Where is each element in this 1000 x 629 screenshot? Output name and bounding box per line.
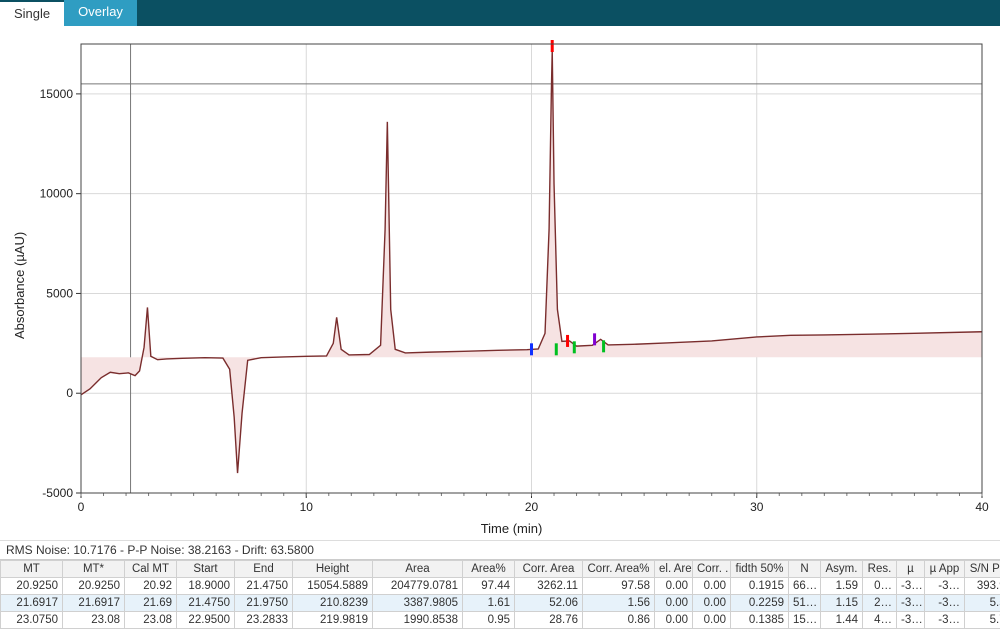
table-cell: 0.00 xyxy=(655,595,693,612)
table-cell: 22.9500 xyxy=(177,612,235,629)
col-header[interactable]: el. Are xyxy=(655,561,693,578)
table-cell: 20.9250 xyxy=(1,578,63,595)
table-cell: 21.69 xyxy=(125,595,177,612)
svg-text:20: 20 xyxy=(525,500,539,514)
table-cell: 393.93 xyxy=(965,578,1000,595)
table-cell: 23.0750 xyxy=(1,612,63,629)
table-cell: 21.4750 xyxy=(177,595,235,612)
y-axis-label: Absorbance (µAU) xyxy=(8,34,31,536)
table-cell: 1.15 xyxy=(821,595,863,612)
col-header[interactable]: End xyxy=(235,561,293,578)
col-header[interactable]: Start xyxy=(177,561,235,578)
svg-text:0: 0 xyxy=(66,386,73,400)
svg-text:5000: 5000 xyxy=(46,286,73,300)
table-cell: -3… xyxy=(897,612,925,629)
svg-text:10: 10 xyxy=(300,500,314,514)
table-cell: 21.6917 xyxy=(1,595,63,612)
peak-table[interactable]: MTMT*Cal MTStartEndHeightAreaArea%Corr. … xyxy=(0,559,1000,629)
col-header[interactable]: Res. xyxy=(863,561,897,578)
table-cell: 0.00 xyxy=(655,612,693,629)
table-cell: 2… xyxy=(863,595,897,612)
col-header[interactable]: Corr. Area% xyxy=(583,561,655,578)
table-cell: 20.92 xyxy=(125,578,177,595)
col-header[interactable]: Area% xyxy=(463,561,515,578)
col-header[interactable]: Corr. . xyxy=(693,561,731,578)
noise-stats: RMS Noise: 10.7176 - P-P Noise: 38.2163 … xyxy=(0,540,1000,559)
svg-text:15000: 15000 xyxy=(40,87,74,101)
table-cell: 210.8239 xyxy=(293,595,373,612)
tab-single[interactable]: Single xyxy=(0,0,64,26)
table-cell: 97.44 xyxy=(463,578,515,595)
table-cell: 0.2259 xyxy=(731,595,789,612)
table-cell: 97.58 xyxy=(583,578,655,595)
svg-text:30: 30 xyxy=(750,500,764,514)
table-cell: 28.76 xyxy=(515,612,583,629)
svg-text:40: 40 xyxy=(975,500,989,514)
table-cell: -3… xyxy=(925,578,965,595)
col-header[interactable]: MT xyxy=(1,561,63,578)
tab-overlay[interactable]: Overlay xyxy=(64,0,137,26)
table-cell: -3… xyxy=(897,578,925,595)
table-cell: 20.9250 xyxy=(63,578,125,595)
svg-text:0: 0 xyxy=(78,500,85,514)
tab-bar: Single Overlay xyxy=(0,0,1000,26)
col-header[interactable]: Corr. Area xyxy=(515,561,583,578)
col-header[interactable]: µ xyxy=(897,561,925,578)
table-row[interactable]: 20.925020.925020.9218.900021.475015054.5… xyxy=(1,578,1000,595)
col-header[interactable]: MT* xyxy=(63,561,125,578)
col-header[interactable]: Height xyxy=(293,561,373,578)
table-cell: 21.6917 xyxy=(63,595,125,612)
col-header[interactable]: fidth 50% xyxy=(731,561,789,578)
table-cell: 1990.8538 xyxy=(373,612,463,629)
table-cell: 51… xyxy=(789,595,821,612)
table-cell: 3262.11 xyxy=(515,578,583,595)
col-header[interactable]: Area xyxy=(373,561,463,578)
table-cell: 0.00 xyxy=(693,612,731,629)
table-cell: 5.52 xyxy=(965,595,1000,612)
table-cell: 4… xyxy=(863,612,897,629)
table-cell: 15054.5889 xyxy=(293,578,373,595)
col-header[interactable]: µ App xyxy=(925,561,965,578)
table-cell: 52.06 xyxy=(515,595,583,612)
table-cell: 23.2833 xyxy=(235,612,293,629)
table-cell: 23.08 xyxy=(63,612,125,629)
table-cell: 0.86 xyxy=(583,612,655,629)
chromatogram-plot[interactable]: 0 10 20 30 40 -5000 0 5000 10000 15000 xyxy=(31,34,992,519)
table-cell: 1.44 xyxy=(821,612,863,629)
col-header[interactable]: S/N P-P xyxy=(965,561,1000,578)
table-cell: 21.4750 xyxy=(235,578,293,595)
col-header[interactable]: Cal MT xyxy=(125,561,177,578)
table-cell: 204779.0781 xyxy=(373,578,463,595)
svg-text:-5000: -5000 xyxy=(42,486,73,500)
table-cell: -3… xyxy=(925,612,965,629)
table-cell: 219.9819 xyxy=(293,612,373,629)
table-cell: -3… xyxy=(897,595,925,612)
table-cell: 66… xyxy=(789,578,821,595)
table-cell: 3387.9805 xyxy=(373,595,463,612)
table-cell: 0.1915 xyxy=(731,578,789,595)
table-cell: 5.76 xyxy=(965,612,1000,629)
table-cell: 21.9750 xyxy=(235,595,293,612)
table-row[interactable]: 23.075023.0823.0822.950023.2833219.98191… xyxy=(1,612,1000,629)
table-cell: 1.59 xyxy=(821,578,863,595)
svg-text:10000: 10000 xyxy=(40,187,74,201)
table-cell: 0.00 xyxy=(655,578,693,595)
table-cell: 0.00 xyxy=(693,595,731,612)
table-cell: 23.08 xyxy=(125,612,177,629)
table-row[interactable]: 21.691721.691721.6921.475021.9750210.823… xyxy=(1,595,1000,612)
table-cell: 18.9000 xyxy=(177,578,235,595)
chromatogram-window: Single Overlay Absorbance (µAU) 0 10 20 30 4… xyxy=(0,0,1000,629)
col-header[interactable]: N xyxy=(789,561,821,578)
table-cell: 0.95 xyxy=(463,612,515,629)
table-cell: 15… xyxy=(789,612,821,629)
table-cell: 1.61 xyxy=(463,595,515,612)
col-header[interactable]: Asym. xyxy=(821,561,863,578)
x-axis-label: Time (min) xyxy=(31,519,992,536)
table-cell: 0.00 xyxy=(693,578,731,595)
table-cell: 1.56 xyxy=(583,595,655,612)
table-cell: 0… xyxy=(863,578,897,595)
table-cell: -3… xyxy=(925,595,965,612)
table-cell: 0.1385 xyxy=(731,612,789,629)
chart-area: Absorbance (µAU) 0 10 20 30 40 -5000 0 5000 1000… xyxy=(0,26,1000,540)
